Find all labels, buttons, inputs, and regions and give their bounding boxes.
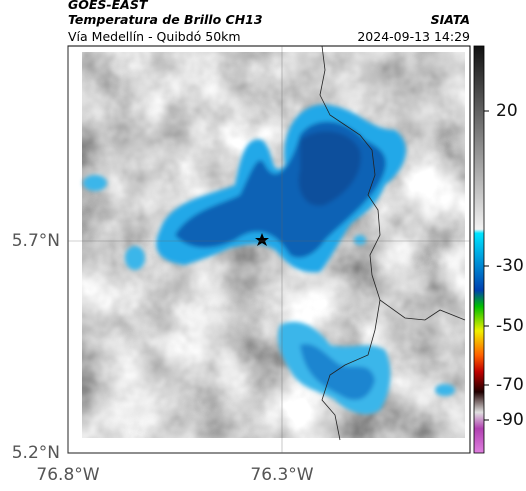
lat-tick-label: 5.2°N <box>12 443 60 463</box>
cloud-core <box>298 131 361 206</box>
colorbar-tick-label: 20 <box>496 101 518 121</box>
cloud-shape <box>125 246 145 270</box>
colorbar <box>473 45 485 454</box>
cold-clouds <box>83 104 455 415</box>
cloud-shape <box>83 175 107 191</box>
title: GOES-EAST <box>68 0 149 12</box>
colorbar-tick-label: -90 <box>496 410 524 430</box>
location-star <box>255 233 269 246</box>
lon-tick-label: 76.3°W <box>250 465 313 485</box>
colorbar-tick-label: -50 <box>496 316 524 336</box>
subtitle: Temperatura de Brillo CH13 <box>68 12 263 27</box>
timestamp: 2024-09-13 14:29 <box>357 29 470 44</box>
source: SIATA <box>431 12 470 27</box>
colorbar-tick-label: -70 <box>496 375 524 395</box>
cloud-shape <box>354 235 366 245</box>
cloud-shape <box>435 384 455 396</box>
boundary <box>319 45 466 441</box>
colorbar-tick-label: -30 <box>496 256 524 276</box>
cloud-core <box>300 344 375 400</box>
route: Vía Medellín - Quibdó 50km <box>68 29 241 44</box>
lat-tick-label: 5.7°N <box>12 231 60 251</box>
lon-tick-label: 76.8°W <box>36 465 99 485</box>
